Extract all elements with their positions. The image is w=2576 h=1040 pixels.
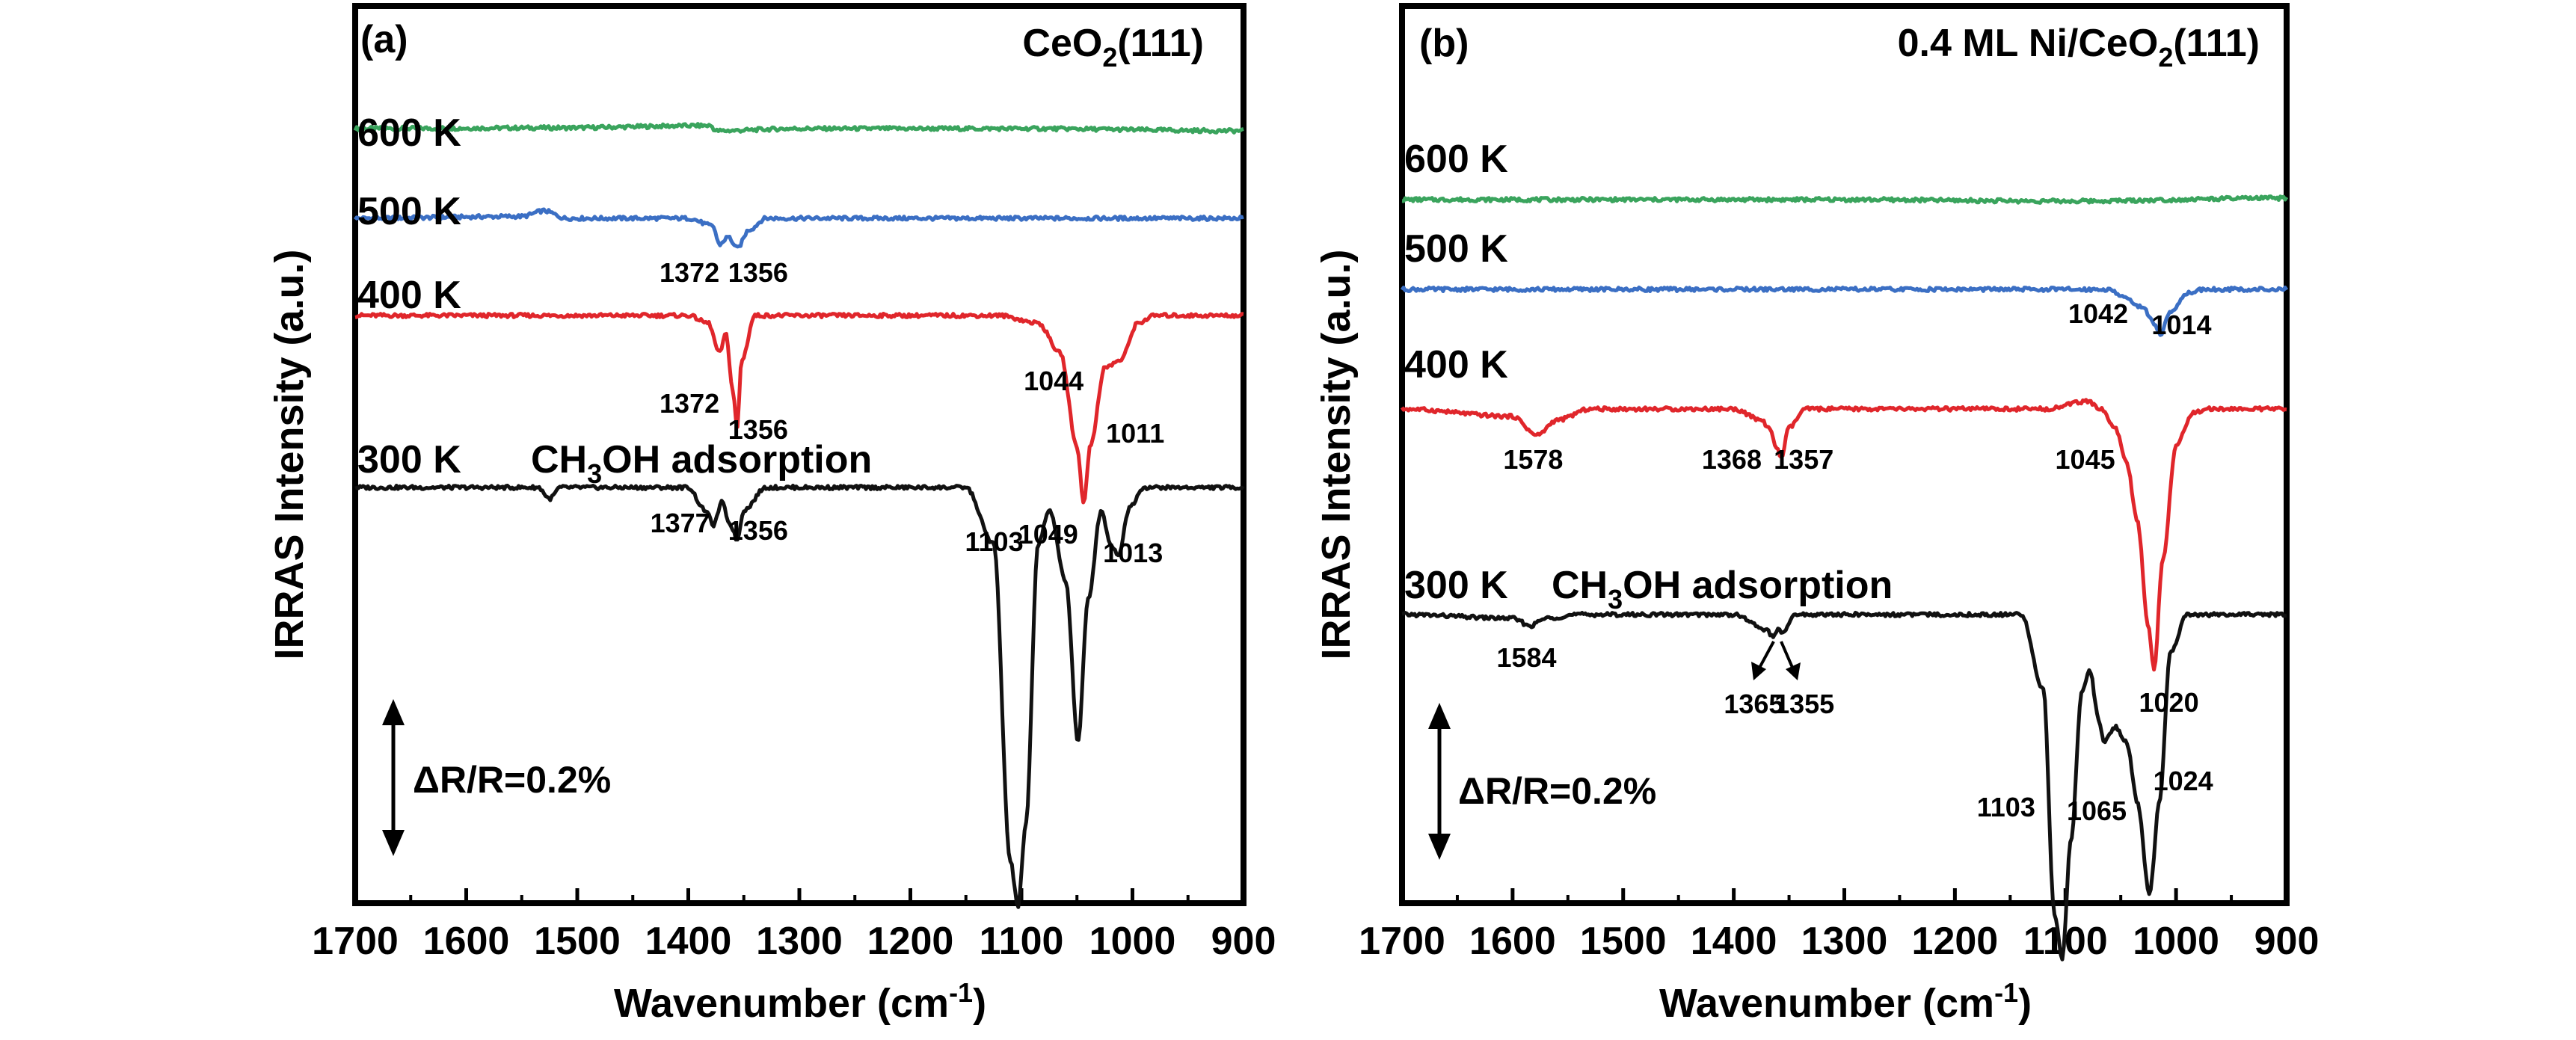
peak-label: 1013	[1103, 538, 1163, 568]
trace-300k	[354, 484, 1245, 909]
panel-b-x-ticks: 1700 1600 1500 1400 1300 1200 1100 1000 900	[1359, 888, 2319, 963]
x-tick-label: 900	[1211, 920, 1276, 963]
peak-label: 1065	[2067, 796, 2127, 826]
scale-bar-arrowhead-down	[1428, 834, 1451, 860]
x-tick-label: 1500	[1580, 920, 1667, 963]
panel-a-scale-bar: ΔR/R=0.2%	[382, 699, 611, 856]
scale-bar-arrowhead-down	[382, 830, 405, 856]
panel-a-peak-labels: 1372 1356 1372 1356 1044 1011 1377 1356 11031049…	[651, 257, 1165, 568]
peak-label: 1377	[651, 508, 710, 538]
x-tick-label: 1300	[1801, 920, 1888, 963]
peak-label: 1103	[1977, 792, 2035, 822]
x-tick-label: 1700	[312, 920, 399, 963]
trace-600k	[353, 122, 1244, 135]
x-tick-label: 1000	[2133, 920, 2219, 963]
x-tick-label: 1600	[1469, 920, 1556, 963]
arrow-1365	[1757, 641, 1775, 670]
x-tick-label: 1500	[534, 920, 621, 963]
peak-label: 1356	[728, 414, 788, 445]
panel-b-ylabel: IRRAS Intensity (a.u.)	[1314, 249, 1359, 659]
x-tick-label: 900	[2254, 920, 2320, 963]
trace-400k	[354, 312, 1244, 505]
peak-label: 1578	[1503, 444, 1563, 475]
panel-b-doublet-arrows	[1751, 641, 1801, 680]
peak-label: 1365	[1724, 689, 1783, 719]
x-tick-label: 1400	[645, 920, 732, 963]
trace-label: 400 K	[357, 274, 461, 317]
trace-300k	[1401, 611, 2287, 961]
peak-label: 1368	[1702, 444, 1762, 475]
trace-label: 300 K	[357, 438, 461, 481]
x-tick-label: 1300	[756, 920, 843, 963]
trace-label: 600 K	[357, 111, 461, 155]
peak-label: 1356	[728, 257, 788, 288]
peak-label: 1044	[1024, 366, 1083, 396]
trace-label: 300 K	[1404, 564, 1508, 607]
x-tick-label: 1200	[867, 920, 954, 963]
trace-label: 400 K	[1404, 343, 1508, 387]
scale-bar-arrowhead-up	[382, 699, 405, 725]
panel-b-adsorption-label: CH3OH adsorption	[1552, 564, 1893, 615]
peak-label: 1103	[965, 526, 1023, 557]
trace-400k	[1400, 398, 2287, 672]
arrowhead-1365	[1751, 662, 1766, 680]
panel-a: (a) CeO2(111) IRRAS Intensity (a.u.) Wav…	[267, 3, 1276, 1026]
trace-500k	[1400, 286, 2289, 337]
arrow-1355	[1780, 641, 1795, 670]
panel-a-adsorption-label: CH3OH adsorption	[531, 438, 872, 489]
panel-b-tag: (b)	[1419, 22, 1469, 65]
panel-a-x-ticks: 1700 1600 1500 1400 1300 1200 1100 1000 900	[312, 888, 1276, 963]
peak-label: 1011	[1106, 418, 1164, 449]
scale-bar-label: ΔR/R=0.2%	[1458, 770, 1656, 812]
peak-label: 1014	[2151, 310, 2211, 340]
trace-600k	[1401, 194, 2289, 205]
trace-label: 500 K	[357, 190, 461, 233]
x-tick-label: 1600	[423, 920, 510, 963]
panel-b-peak-labels: 1042 1014 1578 1368 1357 1045 1020 1584 13651355…	[1496, 298, 2213, 826]
peak-label: 1049	[1018, 519, 1078, 550]
panel-b-scale-bar: ΔR/R=0.2%	[1428, 703, 1656, 860]
peak-label: 1357	[1774, 444, 1833, 475]
panel-b-title: 0.4 ML Ni/CeO2(111)	[1898, 22, 2260, 73]
panel-b: (b) 0.4 ML Ni/CeO2(111) IRRAS Intensity …	[1314, 3, 2319, 1026]
panel-a-tag: (a)	[360, 18, 408, 61]
trace-500k	[354, 207, 1244, 249]
panel-a-trace-labels: 600 K 500 K 400 K 300 K	[357, 111, 461, 481]
panel-a-title: CeO2(111)	[1022, 22, 1204, 73]
panel-b-traces	[1400, 194, 2289, 961]
x-tick-label: 1100	[980, 920, 1064, 963]
x-tick-label: 1000	[1089, 920, 1176, 963]
peak-label: 1042	[2068, 298, 2128, 329]
x-tick-label: 1700	[1359, 920, 1445, 963]
x-tick-label: 1400	[1691, 920, 1777, 963]
trace-label: 600 K	[1404, 138, 1508, 181]
peak-label: 1020	[2139, 687, 2199, 718]
peak-label: 1356	[728, 515, 788, 546]
peak-label: 1372	[660, 257, 719, 288]
panel-a-xlabel: Wavenumber (cm-1)	[614, 977, 986, 1026]
scale-bar-label: ΔR/R=0.2%	[413, 759, 611, 801]
panel-a-traces	[353, 122, 1245, 909]
panel-b-trace-labels: 600 K 500 K 400 K 300 K	[1404, 138, 1508, 607]
peak-label: 1045	[2056, 444, 2115, 475]
trace-label: 500 K	[1404, 227, 1508, 271]
peak-label: 1024	[2154, 766, 2213, 796]
peak-label: 1355	[1774, 689, 1834, 719]
panel-a-ylabel: IRRAS Intensity (a.u.)	[267, 249, 312, 659]
panel-b-xlabel: Wavenumber (cm-1)	[1659, 977, 2032, 1026]
x-tick-label: 1200	[1912, 920, 1999, 963]
peak-label: 1584	[1496, 642, 1556, 673]
peak-label: 1372	[660, 388, 719, 419]
scale-bar-arrowhead-up	[1428, 703, 1451, 729]
arrowhead-1355	[1786, 662, 1801, 680]
